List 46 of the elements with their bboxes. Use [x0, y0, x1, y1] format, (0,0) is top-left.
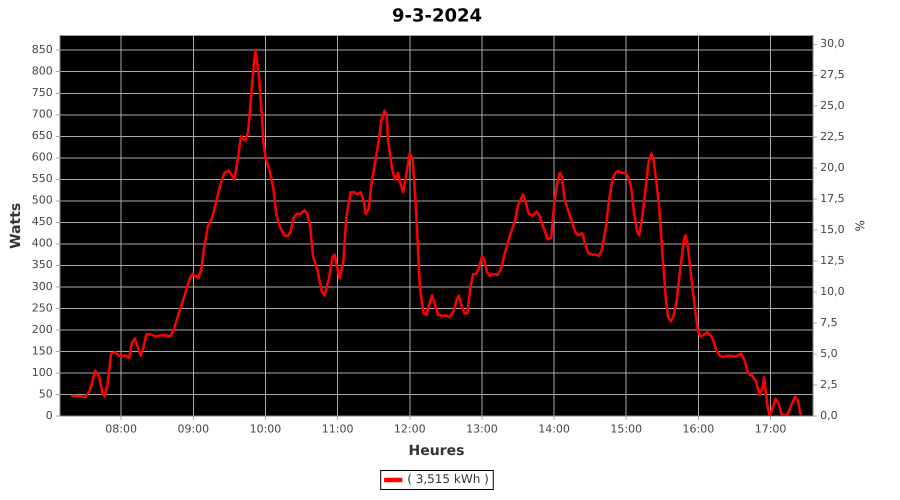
x-tick-label: 13:00 [466, 422, 498, 436]
y2-tick-label: 10,0 [820, 284, 845, 298]
y-tick-label: 850 [32, 43, 53, 56]
y-tick-label: 450 [32, 215, 53, 228]
x-tick-label: 14:00 [538, 422, 570, 436]
y-tick-label: 50 [38, 387, 53, 400]
y-tick-label: 250 [32, 301, 53, 314]
y-axis-title: Watts [8, 202, 24, 249]
y-tick-label: 600 [32, 150, 53, 164]
y2-tick-label: 15,0 [820, 222, 845, 236]
y-tick-label: 100 [32, 366, 53, 379]
y-tick-label: 650 [32, 129, 53, 142]
x-tick-label: 08:00 [105, 422, 137, 436]
y2-tick-label: 22,5 [820, 130, 845, 144]
y-tick-label: 500 [32, 194, 53, 207]
y2-tick-label: 17,5 [820, 192, 845, 206]
y-tick-label: 300 [32, 280, 53, 293]
y-tick-label: 800 [32, 64, 53, 78]
y2-tick-label: 12,5 [820, 254, 845, 267]
y-tick-label: 350 [32, 258, 53, 272]
y2-tick-label: 7,5 [820, 316, 838, 329]
y-tick-label: 0 [46, 408, 53, 422]
y2-tick-label: 20,0 [820, 161, 845, 174]
x-axis-title: Heures [408, 443, 464, 460]
y2-tick-label: 27,5 [820, 68, 845, 82]
legend-label: ( 3,515 kWh ) [407, 472, 489, 486]
x-tick-label: 12:00 [394, 422, 426, 436]
y2-tick-label: 2,5 [820, 378, 838, 391]
y2-tick-label: 5,0 [820, 346, 838, 360]
y2-axis-title: % [852, 220, 867, 232]
x-tick-label: 15:00 [610, 422, 642, 436]
y-tick-label: 400 [32, 236, 53, 250]
y-tick-label: 150 [32, 344, 53, 358]
x-tick-label: 11:00 [322, 422, 354, 436]
y-tick-label: 700 [32, 108, 53, 121]
y2-tick-label: 30,0 [820, 37, 845, 50]
y2-tick-label: 0,0 [820, 408, 838, 422]
y-tick-label: 550 [32, 172, 53, 186]
x-tick-label: 16:00 [682, 422, 714, 436]
x-tick-label: 09:00 [177, 422, 210, 436]
x-tick-label: 17:00 [754, 422, 786, 436]
chart-title: 9-3-2024 [392, 5, 482, 26]
y-tick-label: 200 [32, 322, 53, 336]
y-tick-label: 750 [32, 86, 53, 100]
y2-tick-label: 25,0 [820, 99, 845, 112]
x-tick-label: 10:00 [250, 422, 282, 436]
